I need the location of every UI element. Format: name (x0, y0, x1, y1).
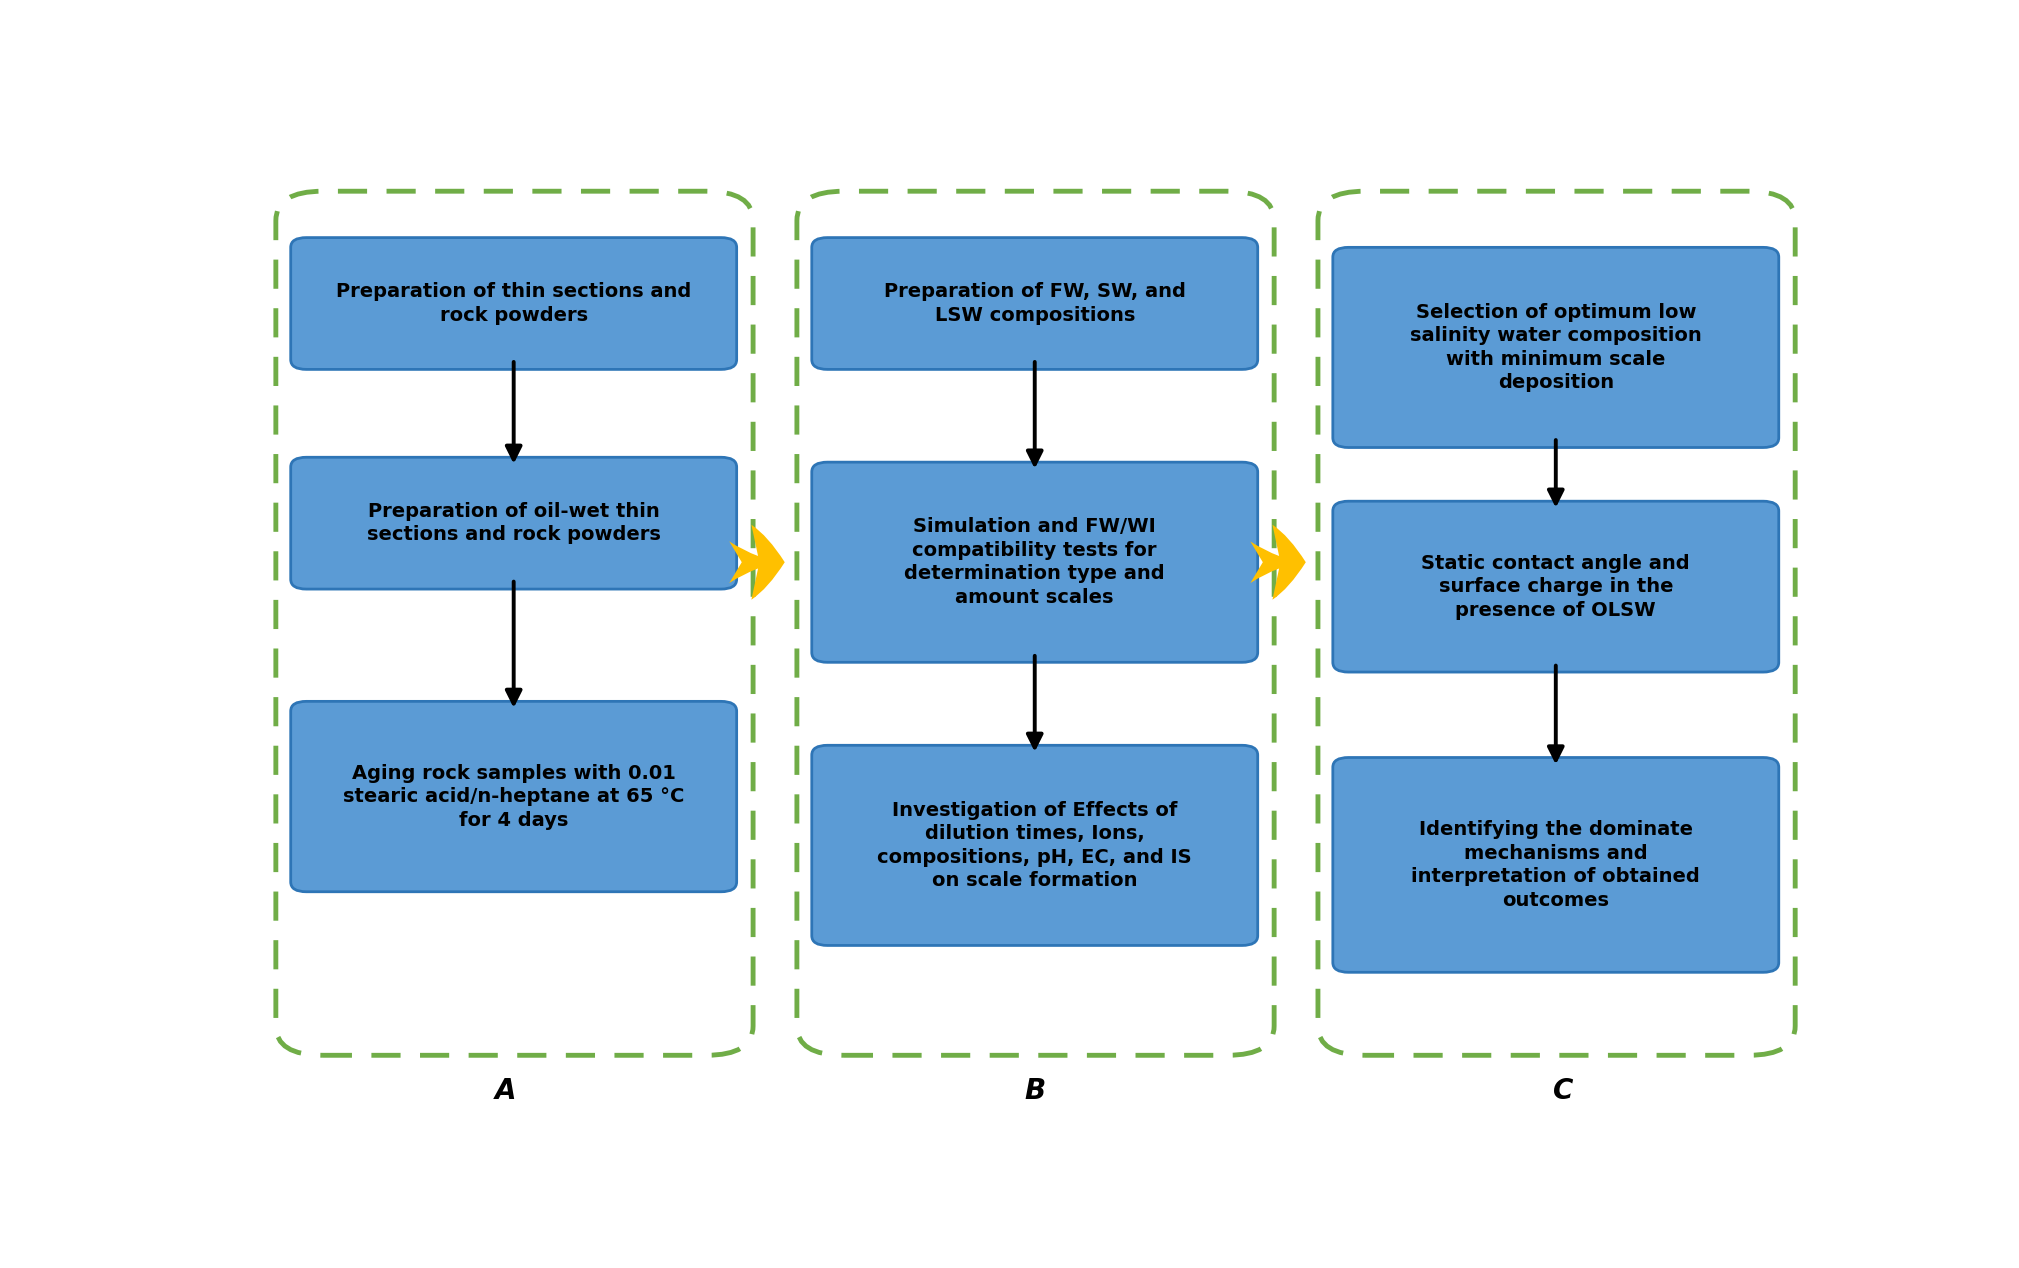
FancyBboxPatch shape (291, 701, 737, 891)
Text: C: C (1553, 1078, 1573, 1106)
FancyBboxPatch shape (812, 746, 1258, 946)
Text: Preparation of oil-wet thin
sections and rock powders: Preparation of oil-wet thin sections and… (367, 502, 660, 544)
Text: Static contact angle and
surface charge in the
presence of OLSW: Static contact angle and surface charge … (1421, 554, 1690, 620)
Text: Preparation of thin sections and
rock powders: Preparation of thin sections and rock po… (335, 283, 690, 325)
FancyBboxPatch shape (1333, 757, 1779, 973)
FancyBboxPatch shape (291, 237, 737, 369)
Text: Aging rock samples with 0.01
stearic acid/n-heptane at 65 °C
for 4 days: Aging rock samples with 0.01 stearic aci… (343, 763, 684, 829)
Text: Selection of optimum low
salinity water composition
with minimum scale
depositio: Selection of optimum low salinity water … (1409, 303, 1702, 392)
Text: Simulation and FW/WI
compatibility tests for
determination type and
amount scale: Simulation and FW/WI compatibility tests… (905, 517, 1165, 607)
Text: Investigation of Effects of
dilution times, Ions,
compositions, pH, EC, and IS
o: Investigation of Effects of dilution tim… (878, 800, 1191, 890)
FancyBboxPatch shape (812, 237, 1258, 369)
Text: B: B (1024, 1078, 1046, 1106)
Text: Preparation of FW, SW, and
LSW compositions: Preparation of FW, SW, and LSW compositi… (884, 283, 1185, 325)
FancyBboxPatch shape (812, 462, 1258, 662)
FancyBboxPatch shape (291, 458, 737, 590)
FancyBboxPatch shape (1333, 247, 1779, 448)
Text: Identifying the dominate
mechanisms and
interpretation of obtained
outcomes: Identifying the dominate mechanisms and … (1411, 820, 1700, 909)
FancyBboxPatch shape (1333, 501, 1779, 672)
Text: A: A (495, 1078, 517, 1106)
